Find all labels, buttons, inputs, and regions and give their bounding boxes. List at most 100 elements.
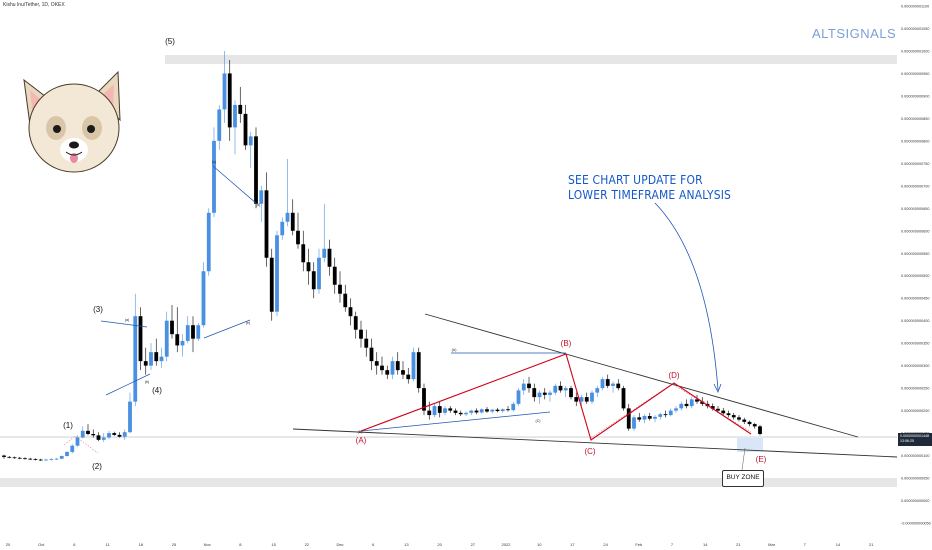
- candle-body: [595, 388, 600, 393]
- candle-body: [159, 356, 164, 362]
- candle-body: [154, 352, 159, 362]
- candle-body: [600, 379, 605, 389]
- countdown-timer: 13:56:25: [900, 438, 914, 443]
- candle-body: [563, 388, 568, 391]
- candle-body: [542, 392, 547, 395]
- note-line: LOWER TIMEFRAME ANALYSIS: [568, 187, 732, 202]
- candle-body: [516, 390, 521, 404]
- x-tick-label: 2022: [502, 542, 512, 547]
- candle-body: [23, 458, 27, 460]
- candle-body: [322, 248, 327, 258]
- y-tick-label: 0.000000001050: [901, 27, 930, 31]
- candle-body: [553, 385, 558, 393]
- candle-body: [521, 383, 526, 391]
- x-tick-label: 24: [603, 542, 608, 547]
- x-tick-label: 11: [106, 542, 111, 547]
- candle-body: [2, 455, 6, 457]
- candle-body: [70, 445, 75, 452]
- candle-body: [611, 383, 615, 386]
- y-tick-label: 0.000000000050: [901, 477, 930, 481]
- candle-body: [49, 459, 54, 460]
- candle-body: [332, 266, 337, 285]
- sub-wave-label: (c): [212, 160, 216, 164]
- candle-body: [558, 385, 563, 391]
- candle-body: [422, 388, 426, 411]
- wave-2-dotted: [63, 435, 99, 454]
- candle-body: [637, 417, 642, 420]
- candle-body: [506, 409, 510, 411]
- candle-body: [721, 410, 726, 414]
- upper-trendline: [424, 313, 859, 438]
- candle-body: [485, 409, 489, 412]
- candle-body: [28, 458, 33, 460]
- candle-body: [243, 113, 248, 146]
- candle-body: [653, 416, 657, 419]
- candle-body: [647, 416, 652, 419]
- y-tick-label: 0.000000000350: [901, 342, 930, 346]
- sub-wave-label: (B): [358, 430, 363, 434]
- wave-label: (3): [93, 305, 103, 314]
- channel-line: [360, 411, 551, 432]
- candle-body: [206, 212, 211, 272]
- candle-body: [432, 406, 437, 416]
- candle-body: [511, 403, 516, 411]
- candle-body: [416, 352, 421, 389]
- candle-body: [658, 414, 663, 417]
- x-tick-label: Oct: [38, 542, 45, 547]
- candle-body: [590, 392, 594, 402]
- symbol-title: Kishu Inu/Tether, 1D, OKEX: [3, 2, 65, 8]
- chart-update-note: SEE CHART UPDATE FOR LOWER TIMEFRAME ANA…: [568, 172, 731, 202]
- candle-body: [569, 388, 573, 398]
- sub-wave-label: (b): [145, 380, 149, 384]
- candle-body: [191, 325, 195, 339]
- candle-body: [212, 140, 216, 213]
- arrow-head: [713, 383, 722, 393]
- channel-line: [105, 373, 151, 396]
- candle-body: [138, 316, 143, 362]
- candle-body: [164, 320, 169, 357]
- candle-body: [180, 340, 185, 346]
- candle-body: [674, 408, 678, 411]
- x-tick-label: 17: [570, 542, 575, 547]
- wave-label: (C): [584, 447, 595, 456]
- candle-body: [458, 412, 463, 415]
- candle-body: [626, 408, 631, 429]
- x-tick-label: 8: [239, 542, 242, 547]
- candle-body: [752, 424, 757, 427]
- candle-body: [96, 435, 101, 440]
- candle-body: [254, 136, 258, 204]
- candle-body: [584, 397, 589, 402]
- candle-body: [233, 104, 237, 128]
- y-tick-label: 0.000000000300: [901, 364, 930, 368]
- candle-body: [185, 325, 190, 341]
- candle-body: [112, 433, 117, 435]
- y-tick-label: 0.000000000800: [901, 139, 930, 143]
- x-tick-label: 20: [437, 542, 442, 547]
- candle-body: [695, 399, 699, 402]
- y-tick-label: 0.000000000550: [901, 252, 930, 256]
- buy-zone-pointer: [741, 447, 746, 471]
- x-tick-label: 7: [804, 542, 807, 547]
- candle-body: [101, 437, 106, 440]
- x-tick-label: 20: [6, 542, 11, 547]
- candle-body: [579, 397, 584, 402]
- candle-body: [296, 230, 300, 245]
- candle-body: [401, 370, 405, 375]
- candle-body: [290, 212, 295, 231]
- wave-label: (1): [63, 421, 73, 430]
- candle-body: [532, 388, 537, 398]
- candle-body: [86, 430, 90, 434]
- x-tick-label: 13: [404, 542, 409, 547]
- candle-body: [443, 408, 447, 413]
- candle-body: [285, 212, 290, 222]
- x-tick-label: 21: [869, 542, 874, 547]
- wave-label: (B): [561, 339, 572, 348]
- candle-body: [621, 388, 626, 409]
- candle-body: [469, 410, 474, 413]
- candle-body: [222, 73, 227, 110]
- support-zone-band: [0, 478, 897, 487]
- candle-body: [726, 413, 731, 416]
- candle-body: [500, 409, 505, 412]
